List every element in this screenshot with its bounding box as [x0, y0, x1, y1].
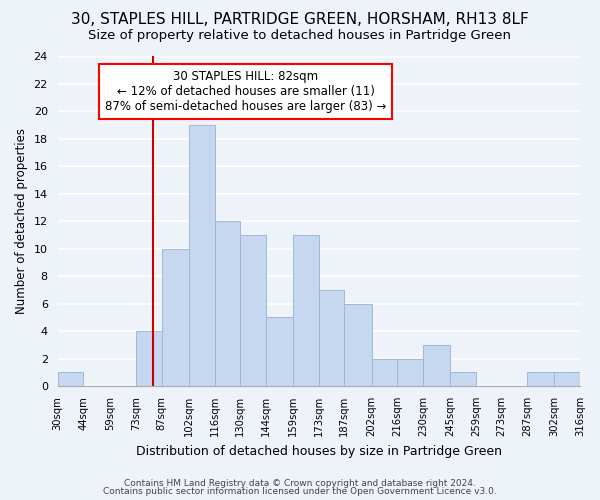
Text: 30, STAPLES HILL, PARTRIDGE GREEN, HORSHAM, RH13 8LF: 30, STAPLES HILL, PARTRIDGE GREEN, HORSH…	[71, 12, 529, 28]
X-axis label: Distribution of detached houses by size in Partridge Green: Distribution of detached houses by size …	[136, 444, 502, 458]
Text: Contains HM Land Registry data © Crown copyright and database right 2024.: Contains HM Land Registry data © Crown c…	[124, 480, 476, 488]
Bar	[319, 290, 344, 386]
Bar	[58, 372, 83, 386]
Bar	[527, 372, 554, 386]
Text: Contains public sector information licensed under the Open Government Licence v3: Contains public sector information licen…	[103, 488, 497, 496]
Bar	[240, 235, 266, 386]
Bar	[397, 358, 423, 386]
Bar	[293, 235, 319, 386]
Bar	[423, 345, 450, 386]
Bar	[554, 372, 580, 386]
Bar	[266, 318, 293, 386]
Text: 30 STAPLES HILL: 82sqm
← 12% of detached houses are smaller (11)
87% of semi-det: 30 STAPLES HILL: 82sqm ← 12% of detached…	[105, 70, 386, 112]
Bar	[450, 372, 476, 386]
Bar	[189, 125, 215, 386]
Y-axis label: Number of detached properties: Number of detached properties	[15, 128, 28, 314]
Bar	[136, 331, 161, 386]
Bar	[344, 304, 372, 386]
Bar	[215, 222, 240, 386]
Text: Size of property relative to detached houses in Partridge Green: Size of property relative to detached ho…	[89, 29, 511, 42]
Bar	[372, 358, 397, 386]
Bar	[161, 248, 189, 386]
